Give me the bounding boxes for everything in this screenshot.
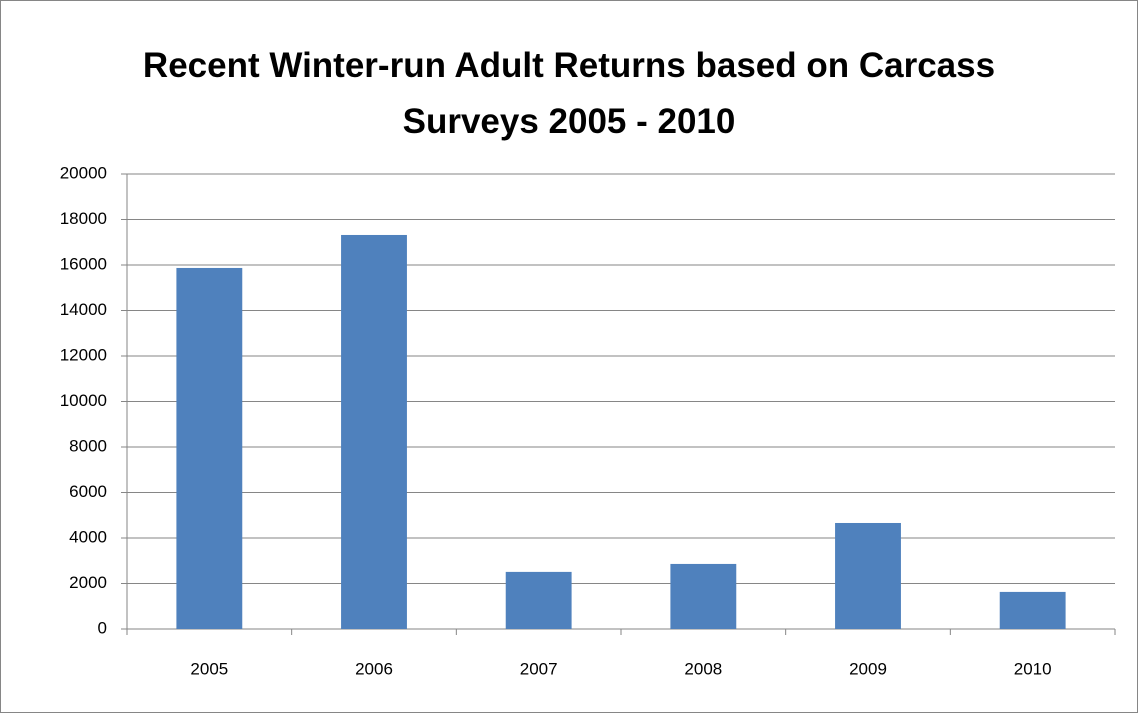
x-tick-label: 2010 xyxy=(1014,659,1052,678)
y-tick-label: 14000 xyxy=(60,300,107,319)
y-tick-label: 10000 xyxy=(60,391,107,410)
x-tick-label: 2007 xyxy=(520,659,558,678)
x-tick-label: 2009 xyxy=(849,659,887,678)
bar xyxy=(505,571,572,629)
y-tick-label: 8000 xyxy=(69,436,107,455)
y-tick-label: 2000 xyxy=(69,573,107,592)
y-tick-label: 6000 xyxy=(69,482,107,501)
y-tick-label: 12000 xyxy=(60,345,107,364)
bar xyxy=(670,563,737,629)
y-tick-label: 4000 xyxy=(69,527,107,546)
bar xyxy=(999,591,1066,629)
y-tick-label: 0 xyxy=(98,618,107,637)
x-tick-label: 2006 xyxy=(355,659,393,678)
y-tick-label: 18000 xyxy=(60,209,107,228)
x-tick-label: 2008 xyxy=(684,659,722,678)
bar xyxy=(341,234,407,629)
y-tick-label: 16000 xyxy=(60,254,107,273)
bar xyxy=(176,267,243,629)
y-tick-label: 20000 xyxy=(60,163,107,182)
x-tick-label: 2005 xyxy=(190,659,228,678)
chart-title: Recent Winter-run Adult Returns based on… xyxy=(142,46,996,141)
bar xyxy=(835,522,901,629)
